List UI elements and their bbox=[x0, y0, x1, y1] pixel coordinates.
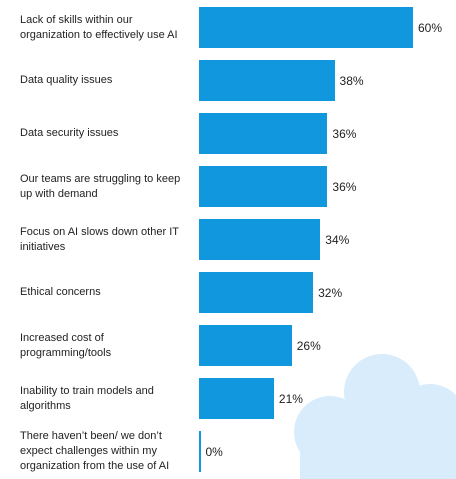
category-label: Data security issues bbox=[20, 127, 119, 139]
value-label: 36% bbox=[332, 126, 357, 141]
category-label: Focus on AI slows down other IT initiati… bbox=[20, 225, 179, 253]
value-label: 34% bbox=[325, 232, 350, 247]
bar bbox=[199, 166, 328, 207]
value-label: 32% bbox=[318, 285, 343, 300]
category-label: Our teams are struggling to keep up with… bbox=[20, 172, 181, 200]
value-label: 36% bbox=[332, 179, 357, 194]
value-label: 38% bbox=[339, 73, 364, 88]
value-label: 60% bbox=[418, 20, 443, 35]
cloud-icon bbox=[294, 354, 456, 479]
category-label: There haven’t been/ we don’t expect chal… bbox=[20, 430, 170, 472]
bar bbox=[199, 219, 321, 260]
category-label: Lack of skills within our organization t… bbox=[20, 13, 178, 41]
category-label: Data quality issues bbox=[20, 74, 113, 86]
value-label: 26% bbox=[296, 338, 321, 353]
bar bbox=[199, 431, 201, 472]
bar bbox=[199, 378, 274, 419]
category-label: Ethical concerns bbox=[20, 286, 101, 298]
bar bbox=[199, 325, 292, 366]
bar bbox=[199, 272, 314, 313]
value-label: 21% bbox=[278, 391, 303, 406]
bar bbox=[199, 7, 413, 48]
category-label: Inability to train models and algorithms bbox=[20, 384, 154, 412]
bar bbox=[199, 113, 328, 154]
category-label: Increased cost of programming/tools bbox=[20, 331, 112, 359]
value-label: 0% bbox=[205, 444, 223, 459]
bar bbox=[199, 60, 335, 101]
